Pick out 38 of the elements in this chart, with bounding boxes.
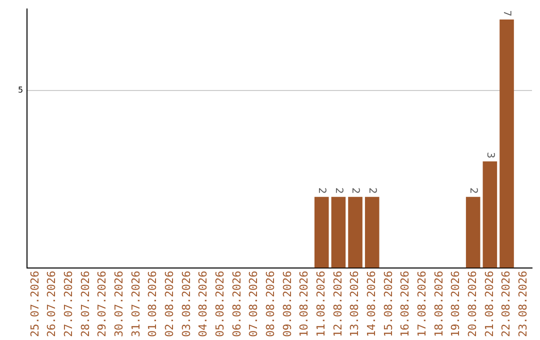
x-tick-label: 01.08.2026 (146, 270, 160, 338)
x-tick-label: 09.08.2026 (280, 270, 294, 338)
x-tick-label: 14.08.2026 (364, 270, 378, 338)
x-tick-label: 25.07.2026 (28, 270, 42, 338)
x-tick-label: 19.08.2026 (449, 270, 462, 338)
x-tick-label: 17.08.2026 (415, 270, 428, 338)
x-tick-label: 04.08.2026 (196, 270, 210, 338)
x-tick-label: 18.08.2026 (432, 270, 446, 338)
x-tick-label: 21.08.2026 (482, 270, 496, 338)
x-tick-label: 02.08.2026 (163, 270, 176, 338)
x-tick-label: 26.07.2026 (45, 270, 58, 338)
data-label: 2 (350, 187, 361, 194)
data-label: 2 (366, 187, 378, 194)
x-tick-label: 28.07.2026 (78, 270, 92, 338)
x-tick-label: 13.08.2026 (348, 270, 362, 338)
x-tick-label: 03.08.2026 (180, 270, 193, 338)
x-tick-label: 23.08.2026 (516, 270, 530, 338)
x-tick-label: 06.08.2026 (230, 270, 244, 338)
x-tick-label: 27.07.2026 (62, 270, 76, 338)
y-tick-label: 5 (18, 85, 24, 94)
data-label: 2 (316, 187, 328, 194)
x-tick-label: 11.08.2026 (314, 270, 328, 338)
x-tick-label: 16.08.2026 (398, 270, 412, 338)
x-tick-label: 29.07.2026 (96, 270, 109, 338)
data-label: 2 (468, 187, 478, 194)
x-tick-label: 05.08.2026 (214, 270, 226, 338)
x-tick-label: 07.08.2026 (247, 270, 260, 338)
x-tick-label: 15.08.2026 (382, 270, 395, 338)
x-tick-label: 20.08.2026 (466, 270, 479, 338)
x-tick-label: 30.07.2026 (112, 270, 126, 338)
x-tick-label: 08.08.2026 (264, 270, 277, 338)
data-label: 3 (484, 152, 496, 158)
x-tick-label: 10.08.2026 (298, 270, 311, 338)
data-label: 2 (332, 187, 344, 194)
x-tick-label: 22.08.2026 (500, 270, 513, 338)
data-label: 7 (501, 10, 512, 16)
x-tick-label: 31.07.2026 (129, 270, 142, 338)
x-tick-label: 12.08.2026 (331, 270, 344, 338)
